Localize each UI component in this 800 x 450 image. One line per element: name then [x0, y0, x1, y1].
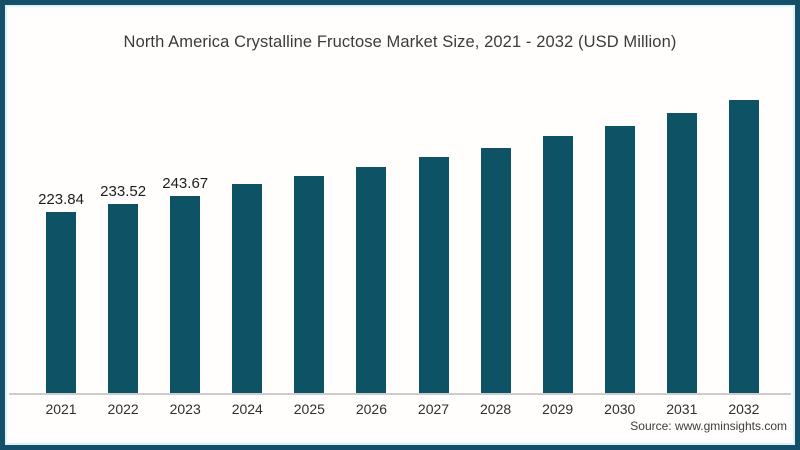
bar-2032 — [728, 99, 759, 394]
x-tick-label-2029: 2029 — [542, 401, 574, 417]
x-axis-labels: 2021 2022 2023 2024 2025 2026 2027 2028 2029 2030… — [30, 401, 775, 417]
bar-column-2024 — [216, 85, 278, 394]
x-tick-label-2025: 2025 — [293, 401, 325, 417]
bar-column-2026 — [340, 85, 402, 394]
bar-2030 — [604, 125, 635, 394]
bars-container: 223.84 233.52 243.67 — [30, 85, 775, 394]
bar-column-2028 — [465, 85, 527, 394]
x-tick-label-2027: 2027 — [417, 401, 450, 417]
bar-2021 — [46, 211, 77, 394]
x-tick-label-2021: 2021 — [45, 401, 77, 417]
bar-column-2023: 243.67 — [154, 85, 216, 394]
bar-column-2022: 233.52 — [92, 85, 154, 394]
bar-value-label-2023: 243.67 — [162, 174, 209, 192]
x-tick-label-2026: 2026 — [355, 401, 387, 417]
bar-2025 — [294, 176, 325, 394]
bar-value-label-2021: 223.84 — [38, 190, 84, 208]
x-tick-label-2030: 2030 — [604, 401, 636, 417]
bar-column-2029 — [527, 85, 589, 394]
bar-2029 — [542, 136, 573, 394]
x-tick-label-2028: 2028 — [480, 401, 512, 417]
bar-column-2025 — [278, 85, 340, 394]
bar-column-2032 — [713, 85, 775, 394]
bar-column-2031 — [651, 85, 713, 394]
plot-area: 223.84 233.52 243.67 — [30, 85, 775, 394]
x-tick-label-2023: 2023 — [169, 401, 201, 417]
bar-2027 — [418, 157, 449, 394]
x-tick-label-2022: 2022 — [107, 401, 139, 417]
x-tick-label-2024: 2024 — [231, 401, 263, 417]
chart-title: North America Crystalline Fructose Marke… — [123, 33, 677, 51]
bar-2024 — [232, 184, 263, 394]
bar-value-label-2022: 233.52 — [100, 183, 147, 201]
x-tick-label-2032: 2032 — [728, 401, 760, 417]
bar-2031 — [666, 113, 697, 394]
x-axis-line — [9, 393, 791, 395]
bar-column-2021: 223.84 — [30, 85, 92, 394]
bar-2022 — [108, 204, 139, 394]
x-tick-label-2031: 2031 — [666, 401, 698, 417]
bar-2028 — [480, 147, 511, 394]
bar-column-2027 — [402, 85, 464, 394]
bar-column-2030 — [589, 85, 651, 394]
bar-2026 — [356, 167, 387, 394]
source-attribution: Source: www.gminsights.com — [630, 419, 787, 433]
bar-2023 — [170, 195, 201, 394]
